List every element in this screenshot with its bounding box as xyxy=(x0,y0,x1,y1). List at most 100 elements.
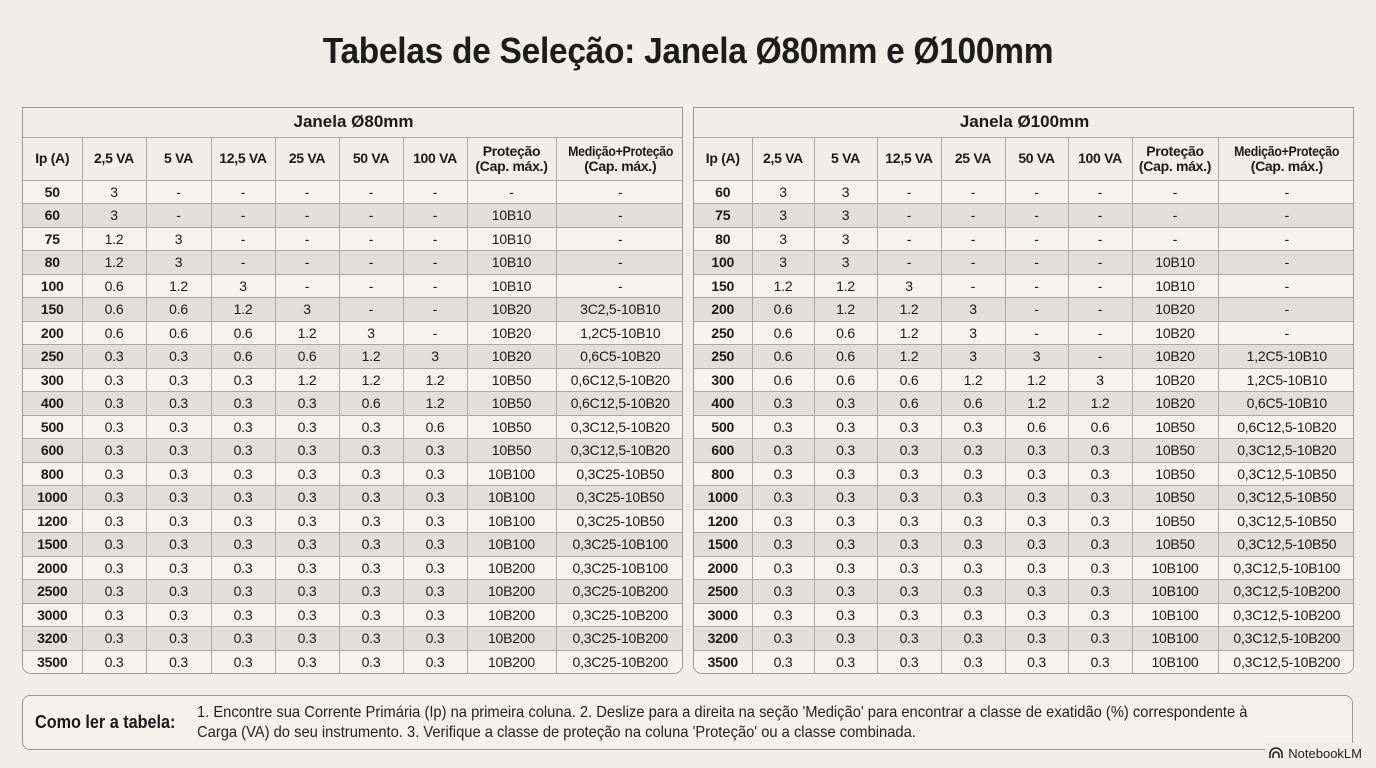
value-cell: - xyxy=(1067,273,1133,298)
ip-cell: 800 xyxy=(23,461,83,486)
table-row: 1000 0.3 0.3 0.3 0.3 0.3 0.3 10B50 0,3C12,5-10B5… xyxy=(694,485,1353,510)
value-cell: 0.3 xyxy=(81,626,147,651)
value-cell: 3 xyxy=(210,273,276,298)
value-cell: 0.3 xyxy=(940,485,1006,510)
value-cell: 0.3 xyxy=(274,649,340,673)
value-cell: 0.3 xyxy=(210,626,276,651)
col-header-protecao-line1: Proteção xyxy=(1146,142,1204,159)
value-cell: - xyxy=(1067,344,1133,369)
table-body: 50 3- - - - - - -60 3- - - - -10B10-75 1.2 3- - - -10B10-… xyxy=(23,179,682,673)
ip-cell: 75 xyxy=(23,226,83,251)
value-cell: 0.3 xyxy=(813,579,878,604)
table-row: 3500 0.3 0.3 0.3 0.3 0.3 0.3 10B200 0,3C25-10B20… xyxy=(23,649,682,673)
table-row: 3500 0.3 0.3 0.3 0.3 0.3 0.3 10B100 0,3C12,5-10B… xyxy=(694,649,1353,673)
value-cell: - xyxy=(274,203,340,228)
value-cell: 3 xyxy=(274,297,340,322)
value-cell: 1.2 xyxy=(876,344,942,369)
value-cell: - xyxy=(1217,320,1353,345)
notebooklm-watermark: NotebookLM xyxy=(1265,743,1366,763)
value-cell: 0.3 xyxy=(81,414,147,439)
value-cell: 0.3 xyxy=(751,485,815,510)
value-cell: 0.3 xyxy=(1067,461,1133,486)
value-cell: 0,6C12,5-10B20 xyxy=(555,367,682,392)
value-cell: 0.3 xyxy=(940,532,1006,557)
value-cell: 0.3 xyxy=(145,602,212,627)
value-cell: 10B20 xyxy=(1131,320,1219,345)
value-cell: 0.3 xyxy=(145,579,212,604)
ip-cell: 250 xyxy=(694,344,753,369)
value-cell: 0.6 xyxy=(940,391,1006,416)
value-cell: 0.3 xyxy=(210,414,276,439)
value-cell: 0.3 xyxy=(876,414,942,439)
value-cell: 0.3 xyxy=(876,532,942,557)
value-cell: - xyxy=(940,179,1006,204)
value-cell: 0.3 xyxy=(751,438,815,463)
value-cell: - xyxy=(274,250,340,275)
value-cell: 0.3 xyxy=(338,602,404,627)
table-row: 2000 0.3 0.3 0.3 0.3 0.3 0.3 10B200 0,3C25-10B10… xyxy=(23,555,682,580)
how-to-read-label: Como ler a tabela: xyxy=(35,712,176,732)
value-cell: 0.3 xyxy=(876,649,942,673)
value-cell: 1,2C5-10B10 xyxy=(1217,367,1353,392)
value-cell: - xyxy=(1067,203,1133,228)
value-cell: 10B50 xyxy=(466,391,557,416)
value-cell: 10B50 xyxy=(1131,461,1219,486)
table-row: 60 3- - - - -10B10- xyxy=(23,203,682,228)
value-cell: 0.3 xyxy=(813,414,878,439)
value-cell: 0.3 xyxy=(274,555,340,580)
value-cell: 3 xyxy=(813,203,878,228)
value-cell: 0.6 xyxy=(1067,414,1133,439)
ip-cell: 300 xyxy=(694,367,753,392)
value-cell: 0.3 xyxy=(1004,602,1069,627)
value-cell: - xyxy=(555,226,682,251)
value-cell: 10B200 xyxy=(466,579,557,604)
value-cell: 0.3 xyxy=(145,532,212,557)
value-cell: 0.3 xyxy=(338,555,404,580)
value-cell: 0.3 xyxy=(145,555,212,580)
value-cell: 1.2 xyxy=(876,297,942,322)
value-cell: 0.6 xyxy=(81,273,147,298)
table-row: 80 1.2 3- - - -10B10- xyxy=(23,250,682,275)
value-cell: 0.3 xyxy=(1067,555,1133,580)
value-cell: 0.6 xyxy=(813,344,878,369)
value-cell: 0.3 xyxy=(210,485,276,510)
value-cell: 0.3 xyxy=(338,579,404,604)
value-cell: 1,2C5-10B10 xyxy=(555,320,682,345)
value-cell: 1,2C5-10B10 xyxy=(1217,344,1353,369)
table-row: 200 0.6 0.6 0.6 1.2 3-10B20 1,2C5-10B10 xyxy=(23,320,682,345)
table-row: 400 0.3 0.3 0.3 0.3 0.6 1.2 10B50 0,6C12,5-10B20 xyxy=(23,391,682,416)
value-cell: - xyxy=(1004,226,1069,251)
value-cell: 0.6 xyxy=(81,320,147,345)
value-cell: 10B20 xyxy=(1131,297,1219,322)
value-cell: 0.3 xyxy=(751,579,815,604)
value-cell: 10B20 xyxy=(1131,391,1219,416)
value-cell: - xyxy=(1067,250,1133,275)
table-row: 800 0.3 0.3 0.3 0.3 0.3 0.3 10B50 0,3C12,5-10B50 xyxy=(694,461,1353,486)
selection-table: Janela Ø100mm Ip (A) 2,5 VA 5 VA 12,5 VA… xyxy=(694,108,1353,673)
value-cell: 0.3 xyxy=(145,508,212,533)
value-cell: 0.3 xyxy=(1067,579,1133,604)
ip-cell: 400 xyxy=(694,391,753,416)
value-cell: 3 xyxy=(81,179,147,204)
value-cell: 10B100 xyxy=(1131,579,1219,604)
notebooklm-logo-icon xyxy=(1269,747,1284,758)
value-cell: 0.3 xyxy=(1004,626,1069,651)
table-row: 50 3- - - - - - - xyxy=(23,179,682,204)
value-cell: 0.6 xyxy=(274,344,340,369)
value-cell: 10B10 xyxy=(466,273,557,298)
col-header-medicao-line1: Medição+Proteção xyxy=(567,142,673,159)
value-cell: 0.3 xyxy=(1067,485,1133,510)
value-cell: - xyxy=(1004,273,1069,298)
value-cell: - xyxy=(1217,297,1353,322)
col-header-25va: 25 VA xyxy=(940,136,1006,181)
value-cell: 0.3 xyxy=(751,532,815,557)
value-cell: 0.3 xyxy=(1004,438,1069,463)
value-cell: 10B50 xyxy=(466,367,557,392)
value-cell: 0.3 xyxy=(813,485,878,510)
value-cell: - xyxy=(274,226,340,251)
value-cell: - xyxy=(338,297,404,322)
value-cell: 0.6 xyxy=(876,391,942,416)
ip-cell: 100 xyxy=(694,250,753,275)
value-cell: 0.6 xyxy=(751,320,815,345)
value-cell: - xyxy=(1131,203,1219,228)
